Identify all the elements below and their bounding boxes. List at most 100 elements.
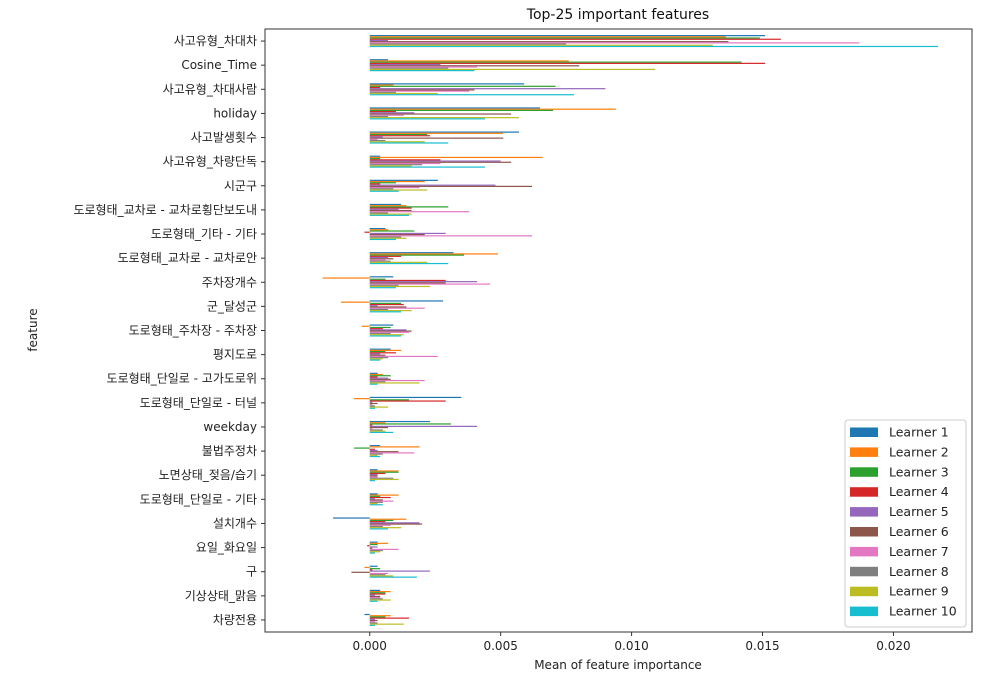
- bar-5-learner-6: [369, 137, 504, 139]
- y-tick-label: 구: [246, 565, 257, 579]
- bar-21-learner-9: [369, 527, 402, 529]
- bar-1-learner-4: [369, 38, 781, 40]
- bar-7-learner-4: [369, 183, 381, 185]
- legend-label-learner-9: Learner 9: [889, 584, 949, 599]
- y-tick-label: 시군구: [224, 179, 257, 193]
- bar-12-learner-5: [369, 305, 378, 307]
- y-tick-label: 도로형태_단일로 - 터널: [140, 396, 257, 410]
- legend-swatch-learner-8: [850, 566, 878, 577]
- y-tick-label: 도로형태_단일로 - 기타: [140, 492, 257, 506]
- bar-20-learner-7: [369, 500, 394, 502]
- legend-label-learner-2: Learner 2: [889, 444, 949, 459]
- bar-12-learner-7: [369, 307, 425, 309]
- bar-13-learner-8: [369, 332, 391, 335]
- legend-label-learner-6: Learner 6: [889, 524, 949, 539]
- bar-21-learner-3: [369, 519, 394, 522]
- bar-14-learner-10: [369, 359, 381, 361]
- bar-7-learner-3: [369, 182, 396, 184]
- y-tick-label: 사고발생횟수: [191, 131, 257, 145]
- bar-23-learner-2: [364, 566, 370, 569]
- bar-19-learner-1: [369, 469, 378, 471]
- y-tick-label: 기상상태_맑음: [185, 589, 257, 603]
- bar-17-learner-5: [369, 425, 478, 427]
- bar-2-learner-10: [369, 70, 475, 72]
- bar-8-learner-3: [369, 206, 449, 208]
- y-tick-label: 설치개수: [213, 516, 257, 530]
- bar-16-learner-9: [369, 406, 389, 408]
- bar-17-learner-8: [369, 429, 383, 431]
- bar-6-learner-8: [369, 164, 423, 166]
- bar-22-learner-6: [369, 547, 373, 549]
- bar-10-learner-1: [369, 252, 454, 254]
- bar-16-learner-2: [354, 398, 370, 400]
- bar-6-learner-9: [369, 165, 412, 167]
- x-tick-label: 0.005: [483, 639, 517, 653]
- x-tick-label: 0.015: [745, 639, 779, 653]
- bar-16-learner-8: [369, 405, 375, 407]
- bar-11-learner-8: [369, 284, 399, 286]
- bar-13-learner-5: [369, 329, 407, 331]
- y-tick-label: 도로형태_주차장 - 주차장: [129, 324, 257, 338]
- bar-17-learner-1: [369, 420, 430, 423]
- bar-5-learner-8: [369, 139, 386, 142]
- bar-18-learner-6: [369, 451, 399, 453]
- bar-18-learner-2: [369, 446, 420, 448]
- bar-17-learner-10: [369, 431, 394, 434]
- bar-22-learner-5: [369, 546, 378, 548]
- bar-17-learner-6: [369, 426, 389, 429]
- bar-22-learner-8: [369, 549, 383, 552]
- bar-15-learner-7: [369, 379, 425, 382]
- bar-8-learner-8: [369, 212, 389, 214]
- bar-22-learner-1: [369, 541, 378, 543]
- bar-6-learner-10: [369, 166, 485, 168]
- bar-19-learner-4: [369, 472, 386, 475]
- y-tick-label: 요일_화요일: [196, 541, 257, 555]
- bar-22-learner-2: [369, 542, 389, 544]
- y-tick-label: 차량전용: [213, 613, 257, 627]
- bar-3-learner-2: [369, 84, 394, 86]
- bar-22-learner-10: [369, 552, 375, 554]
- bar-8-learner-10: [369, 214, 410, 216]
- bar-21-learner-1: [333, 517, 370, 519]
- bar-4-learner-1: [369, 107, 540, 109]
- bar-4-learner-4: [369, 111, 396, 113]
- bar-15-learner-6: [369, 378, 391, 380]
- bar-15-learner-3: [369, 375, 391, 377]
- bar-1-learner-2: [369, 36, 726, 38]
- bar-20-learner-9: [369, 502, 378, 505]
- bar-8-learner-6: [369, 209, 412, 212]
- bar-8-learner-9: [369, 213, 412, 215]
- bar-7-learner-6: [369, 185, 533, 187]
- bar-4-learner-2: [369, 108, 616, 110]
- bar-6-learner-3: [369, 158, 381, 160]
- bar-2-learner-3: [369, 61, 742, 63]
- x-axis: 0.000 0.005 0.010 0.015 0.020: [353, 632, 911, 653]
- bar-23-learner-3: [369, 568, 381, 570]
- y-tick-label: 불법주정차: [202, 444, 257, 458]
- legend-swatch-learner-10: [850, 606, 878, 617]
- bar-5-learner-10: [369, 142, 449, 144]
- bar-24-learner-3: [369, 592, 386, 594]
- x-tick-label: 0.020: [876, 639, 910, 653]
- bar-24-learner-9: [369, 599, 391, 601]
- legend-label-learner-4: Learner 4: [889, 484, 949, 499]
- bar-25-learner-6: [369, 619, 378, 622]
- bar-10-learner-10: [369, 262, 449, 265]
- bar-25-learner-3: [369, 616, 386, 618]
- bar-9-learner-6: [369, 234, 425, 236]
- bar-25-learner-4: [369, 617, 410, 619]
- y-tick-label: 도로형태_기타 - 기타: [151, 227, 257, 241]
- bar-17-learner-9: [369, 430, 386, 432]
- bar-18-learner-4: [369, 448, 375, 450]
- bar-19-learner-10: [369, 480, 375, 482]
- bar-2-learner-2: [369, 60, 569, 62]
- bar-5-learner-4: [369, 135, 430, 137]
- bar-1-learner-9: [369, 44, 713, 46]
- bar-9-learner-9: [369, 237, 407, 239]
- bar-11-learner-6: [369, 282, 446, 284]
- bar-23-learner-8: [369, 574, 386, 576]
- bar-21-learner-4: [369, 521, 386, 523]
- bar-1-learner-3: [369, 37, 760, 39]
- bar-6-learner-6: [369, 161, 512, 163]
- bar-7-learner-1: [369, 179, 438, 181]
